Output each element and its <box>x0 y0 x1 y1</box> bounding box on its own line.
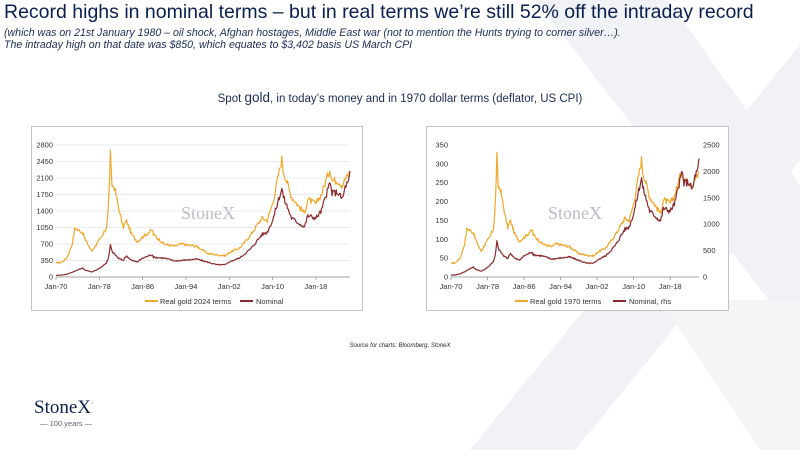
chart-2-legend: Real gold 1970 terms Nominal, rhs <box>515 297 671 306</box>
chart-2-series-real <box>450 151 699 265</box>
chart-1-y-tick: 2100 <box>36 174 53 183</box>
chart-1-x-tick: Jan-70 <box>45 282 68 291</box>
chart-2-x-tick: Jan-78 <box>476 282 499 291</box>
chart-2-y-tick-right: 1000 <box>703 220 720 229</box>
page-subtitle-line-1: (which was on 21st January 1980 – oil sh… <box>4 27 621 39</box>
chart-1-y-tick: 2800 <box>36 141 53 150</box>
chart-1-y-tick: 1400 <box>36 207 53 216</box>
chart-2-y-tick-left: 150 <box>435 216 448 225</box>
chart-1-legend: Real gold 2024 terms Nominal <box>145 297 284 306</box>
chart-2-series-nominal <box>450 158 700 276</box>
chart-1-series-real <box>55 149 350 264</box>
stonex-logo: StoneX· <box>34 397 93 419</box>
chart-2-y-tick-left: 250 <box>435 178 448 187</box>
chart-1-watermark: StoneX <box>181 203 235 223</box>
chart-real-vs-nominal: StoneX 0 350 700 1050 1400 1750 2100 2450 2800 Ja… <box>31 126 363 311</box>
chart-2-x-tick: Jan-94 <box>549 282 572 291</box>
stonex-logo-mark: · <box>91 399 94 408</box>
charts-heading-pre: Spot <box>217 93 245 105</box>
chart-2-y-tick-right: 2000 <box>703 167 720 176</box>
chart-2-y-tick-left: 200 <box>435 197 448 206</box>
chart-1-legend-nominal: Nominal <box>256 297 284 306</box>
chart-2-y-tick-right: 500 <box>703 246 716 255</box>
chart-2-y-tick-right: 0 <box>703 273 707 282</box>
chart-1-x-tick: Jan-18 <box>304 282 327 291</box>
chart-1-legend-real: Real gold 2024 terms <box>160 297 232 306</box>
chart-1-x-tick: Jan-86 <box>131 282 154 291</box>
chart-2-y-tick-right: 1500 <box>703 193 720 202</box>
chart-2-legend-nominal: Nominal, rhs <box>629 297 671 306</box>
chart-1-y-tick: 1750 <box>36 190 53 199</box>
chart-2-x-tick: Jan-10 <box>622 282 645 291</box>
page-subtitle-line-2: The intraday high on that date was $850,… <box>4 39 413 51</box>
chart-1-x-tick: Jan-78 <box>88 282 111 291</box>
chart-1-svg: StoneX 0 350 700 1050 1400 1750 2100 2450 2800 Ja… <box>36 141 351 306</box>
chart-2-x-tick: Jan-86 <box>513 282 536 291</box>
anniversary-tagline: — 100 years — <box>40 419 93 428</box>
chart-1-y-tick: 350 <box>40 256 53 265</box>
chart-1-x-tick: Jan-02 <box>218 282 241 291</box>
chart-2-x-tick: Jan-70 <box>440 282 463 291</box>
chart-real-1970-vs-nominal: StoneX 0 50 100 150 200 250 300 350 0 500 1000 1500… <box>426 126 729 311</box>
chart-1-y-tick: 0 <box>49 273 53 282</box>
chart-1-y-tick: 2450 <box>36 157 53 166</box>
chart-1-y-tick: 1050 <box>36 223 53 232</box>
chart-2-y-tick-left: 300 <box>435 159 448 168</box>
chart-2-x-tick: Jan-02 <box>586 282 609 291</box>
chart-1-series-nominal <box>55 171 351 276</box>
chart-2-legend-real: Real gold 1970 terms <box>530 297 602 306</box>
chart-2-x-tick: Jan-18 <box>659 282 682 291</box>
chart-2-y-tick-left: 100 <box>435 235 448 244</box>
chart-1-x-tick: Jan-10 <box>261 282 284 291</box>
chart-1-x-tick: Jan-94 <box>174 282 197 291</box>
charts-heading-gold: gold <box>244 90 271 105</box>
page-title: Record highs in nominal terms – but in r… <box>4 1 754 23</box>
chart-2-watermark: StoneX <box>548 203 602 223</box>
charts-heading-post: , in today’s money and in 1970 dollar te… <box>270 93 583 105</box>
chart-2-y-tick-right: 2500 <box>703 141 720 150</box>
chart-2-y-tick-left: 350 <box>435 141 448 150</box>
charts-heading: Spot gold, in today’s money and in 1970 … <box>0 90 800 105</box>
chart-1-y-tick: 700 <box>40 240 53 249</box>
chart-2-svg: StoneX 0 50 100 150 200 250 300 350 0 500 1000 1500… <box>435 141 720 307</box>
source-note: Source for charts: Bloomberg, StoneX <box>349 343 451 349</box>
stonex-logo-text: StoneX <box>34 397 91 418</box>
chart-2-y-tick-left: 0 <box>444 273 448 282</box>
chart-2-y-tick-left: 50 <box>440 254 448 263</box>
